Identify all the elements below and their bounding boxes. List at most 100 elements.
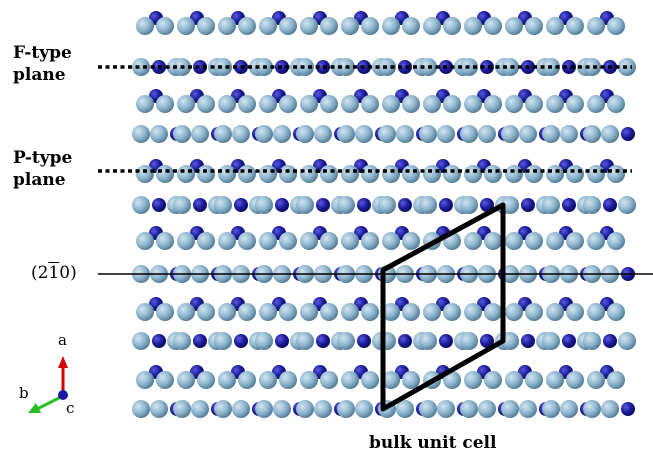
light-atom xyxy=(156,95,174,113)
dark-atom xyxy=(316,198,330,212)
light-atom xyxy=(587,303,605,321)
light-atom xyxy=(443,303,461,321)
light-atom xyxy=(460,400,478,418)
light-atom xyxy=(484,17,502,35)
light-atom xyxy=(464,95,482,113)
light-atom xyxy=(419,125,437,143)
light-atom xyxy=(607,371,625,389)
light-atom xyxy=(443,371,461,389)
p-type-label-line2: plane xyxy=(13,170,66,190)
dark-atom xyxy=(152,198,166,212)
light-atom xyxy=(255,125,273,143)
dark-atom xyxy=(234,334,248,348)
light-atom xyxy=(361,165,379,183)
light-atom xyxy=(402,95,420,113)
light-atom xyxy=(132,125,150,143)
light-atom xyxy=(464,371,482,389)
light-atom xyxy=(320,303,338,321)
light-atom xyxy=(136,371,154,389)
light-atom xyxy=(501,58,519,76)
light-atom xyxy=(300,95,318,113)
light-atom xyxy=(238,371,256,389)
light-atom xyxy=(525,371,543,389)
light-atom xyxy=(177,303,195,321)
dark-atom xyxy=(562,334,576,348)
light-atom xyxy=(191,125,209,143)
light-atom xyxy=(259,303,277,321)
light-atom xyxy=(525,95,543,113)
light-atom xyxy=(173,125,191,143)
light-atom xyxy=(423,95,441,113)
dark-atom xyxy=(562,198,576,212)
light-atom xyxy=(423,303,441,321)
dark-atom xyxy=(521,198,535,212)
light-atom xyxy=(197,232,215,250)
light-atom xyxy=(396,400,414,418)
light-atom xyxy=(361,232,379,250)
light-atom xyxy=(361,95,379,113)
light-atom xyxy=(607,165,625,183)
light-atom xyxy=(423,17,441,35)
miller-close: 0) xyxy=(59,263,77,283)
light-atom xyxy=(484,95,502,113)
light-atom xyxy=(484,303,502,321)
light-atom xyxy=(273,125,291,143)
light-atom xyxy=(177,17,195,35)
light-atom xyxy=(320,371,338,389)
light-atom xyxy=(525,17,543,35)
light-atom xyxy=(566,371,584,389)
light-atom xyxy=(337,125,355,143)
light-atom xyxy=(361,371,379,389)
light-atom xyxy=(214,196,232,214)
light-atom xyxy=(341,95,359,113)
light-atom xyxy=(320,17,338,35)
bulk-unit-cell-outline xyxy=(380,202,506,412)
light-atom xyxy=(337,332,355,350)
dark-atom xyxy=(316,334,330,348)
miller-open: (2 xyxy=(31,263,49,283)
light-atom xyxy=(361,303,379,321)
light-atom xyxy=(587,95,605,113)
light-atom xyxy=(566,232,584,250)
light-atom xyxy=(542,125,560,143)
dark-atom xyxy=(621,402,635,416)
light-atom xyxy=(296,196,314,214)
light-atom xyxy=(519,125,537,143)
light-atom xyxy=(156,232,174,250)
light-atom xyxy=(542,196,560,214)
atom-lattice xyxy=(132,11,636,418)
dark-atom xyxy=(193,334,207,348)
light-atom xyxy=(402,17,420,35)
light-atom xyxy=(501,400,519,418)
light-atom xyxy=(197,371,215,389)
dark-atom xyxy=(398,334,412,348)
light-atom xyxy=(583,400,601,418)
f-type-label-line1: F-type xyxy=(13,43,72,63)
light-atom xyxy=(136,232,154,250)
dark-atom xyxy=(398,60,412,74)
light-atom xyxy=(542,400,560,418)
f-type-plane-label: F-type plane xyxy=(13,42,72,86)
light-atom xyxy=(583,125,601,143)
light-atom xyxy=(607,232,625,250)
light-atom xyxy=(132,400,150,418)
light-atom xyxy=(279,232,297,250)
light-atom xyxy=(218,303,236,321)
light-atom xyxy=(238,95,256,113)
light-atom xyxy=(587,165,605,183)
light-atom xyxy=(560,125,578,143)
light-atom xyxy=(460,125,478,143)
light-atom xyxy=(156,17,174,35)
dark-atom xyxy=(562,60,576,74)
light-atom xyxy=(460,332,478,350)
light-atom xyxy=(136,303,154,321)
light-atom xyxy=(296,125,314,143)
axis-indicator xyxy=(28,356,68,413)
light-atom xyxy=(177,232,195,250)
light-atom xyxy=(136,95,154,113)
light-atom xyxy=(546,303,564,321)
bulk-unit-cell-label: bulk unit cell xyxy=(369,433,497,453)
light-atom xyxy=(566,303,584,321)
light-atom xyxy=(566,165,584,183)
dark-atom xyxy=(480,60,494,74)
